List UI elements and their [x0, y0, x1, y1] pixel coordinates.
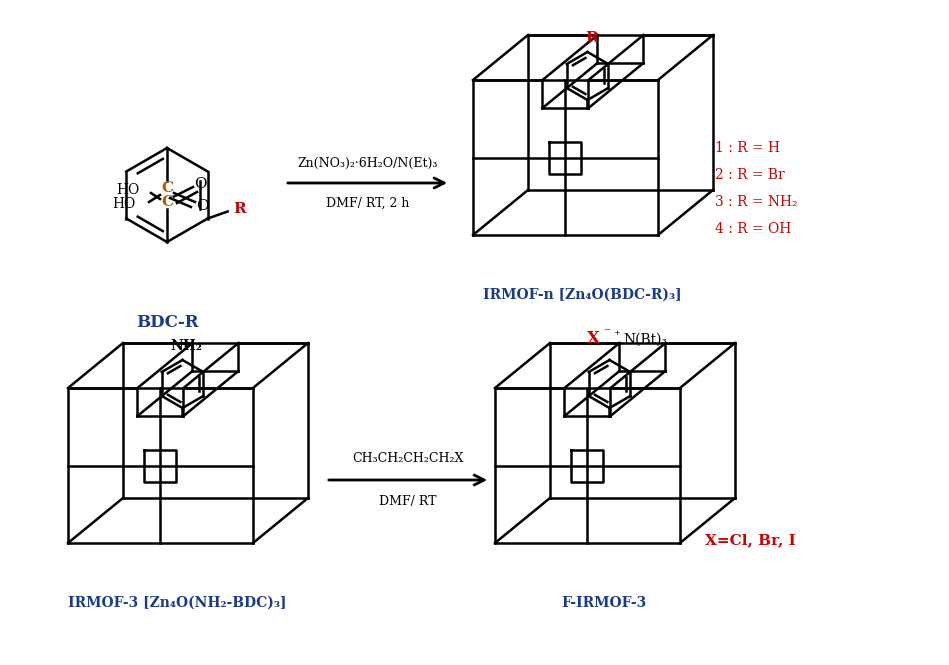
- Text: N(Bt)₃: N(Bt)₃: [623, 333, 667, 347]
- Text: R: R: [233, 201, 246, 215]
- Text: C: C: [161, 195, 173, 209]
- Text: O: O: [195, 199, 209, 213]
- Text: DMF/ RT, 2 h: DMF/ RT, 2 h: [326, 196, 409, 209]
- Text: NH₂: NH₂: [171, 339, 202, 353]
- Text: Zn(NO₃)₂·6H₂O/N(Et)₃: Zn(NO₃)₂·6H₂O/N(Et)₃: [297, 156, 437, 170]
- Text: HO: HO: [112, 197, 136, 211]
- Text: ⁺: ⁺: [613, 329, 620, 342]
- Text: F-IRMOF-3: F-IRMOF-3: [562, 596, 646, 610]
- Text: BDC-R: BDC-R: [136, 313, 198, 331]
- Text: CH₃CH₂CH₂CH₂X: CH₃CH₂CH₂CH₂X: [352, 452, 464, 464]
- Text: X=Cl, Br, I: X=Cl, Br, I: [704, 533, 795, 547]
- Text: ⁻: ⁻: [604, 326, 611, 340]
- Text: X: X: [586, 329, 600, 346]
- Text: 3 : R = NH₂: 3 : R = NH₂: [715, 195, 797, 209]
- Text: 2 : R = Br: 2 : R = Br: [715, 168, 785, 182]
- Text: IRMOF-n [Zn₄O(BDC-R)₃]: IRMOF-n [Zn₄O(BDC-R)₃]: [483, 288, 681, 302]
- Text: 1 : R = H: 1 : R = H: [715, 141, 780, 155]
- Text: C: C: [161, 181, 173, 195]
- Text: DMF/ RT: DMF/ RT: [380, 495, 437, 509]
- Text: HO: HO: [117, 183, 140, 197]
- Text: IRMOF-3 [Zn₄O(NH₂-BDC)₃]: IRMOF-3 [Zn₄O(NH₂-BDC)₃]: [67, 596, 287, 610]
- Text: O: O: [194, 177, 206, 191]
- Text: R: R: [586, 31, 598, 45]
- Text: 4 : R = OH: 4 : R = OH: [715, 222, 791, 236]
